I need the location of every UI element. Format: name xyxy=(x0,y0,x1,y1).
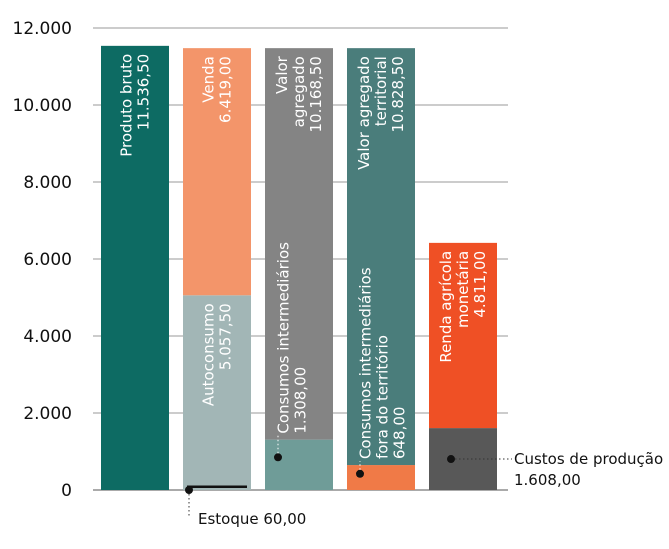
bar-segment xyxy=(347,48,415,466)
segment-label: Autoconsumo5.057,50 xyxy=(200,303,235,406)
y-tick-label: 10.000 xyxy=(13,96,72,116)
y-tick-label: 6.000 xyxy=(23,250,72,270)
annotation-label: Estoque 60,00 xyxy=(198,510,306,528)
bar-segment xyxy=(265,439,333,490)
segment-label: Valoragregado10.168,50 xyxy=(273,55,325,132)
y-tick-label: 0 xyxy=(61,481,72,501)
y-tick-label: 4.000 xyxy=(23,327,72,347)
segment-label: Consumos intermediários1.308,00 xyxy=(275,242,310,434)
y-tick-label: 2.000 xyxy=(23,404,72,424)
bar-segment xyxy=(183,295,251,490)
bar-segment xyxy=(265,48,333,440)
annotation-label: Custos de produção 1.608,00 xyxy=(514,450,663,489)
segment-label: Venda6.419,00 xyxy=(200,56,235,123)
y-tick-label: 12.000 xyxy=(13,19,72,39)
segment-label: Valor agregadoterritorial10.828,50 xyxy=(355,56,407,170)
bar-segment xyxy=(101,45,169,490)
bar-segment xyxy=(183,48,251,296)
annotation-dot xyxy=(274,453,282,462)
annotation-dot xyxy=(356,469,364,478)
annotation-dot xyxy=(185,486,193,494)
bar-segment xyxy=(347,465,415,490)
bar-segment xyxy=(429,242,497,429)
annotation-dot xyxy=(447,455,455,464)
y-tick-label: 8.000 xyxy=(23,173,72,193)
segment-label: Renda agrícolamonetária4.811,00 xyxy=(437,251,489,363)
segment-label: Produto bruto11.536,50 xyxy=(118,54,153,157)
segment-label: Consumos intermediáriosfora do territóri… xyxy=(357,267,409,459)
